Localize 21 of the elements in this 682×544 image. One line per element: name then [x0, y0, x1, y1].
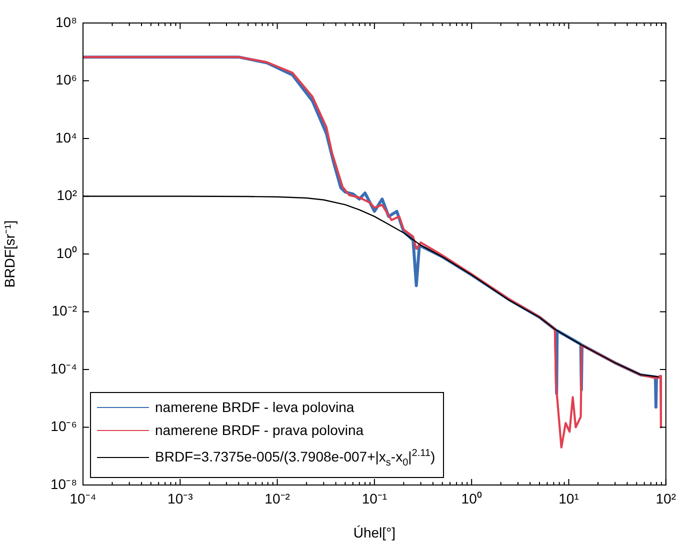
x-tick-label: 10¹	[558, 490, 580, 506]
legend-label: BRDF=3.7375e-005/(3.7908e-007+|x$_{s}$-x$_{0}$|$^{2.11}$)	[155, 446, 436, 470]
legend-label: namerene BRDF - prava polovina	[155, 420, 364, 440]
y-tick-label: 10⁻⁸	[50, 476, 78, 492]
y-tick-label: 10⁴	[55, 129, 77, 146]
legend-label: namerene BRDF - leva polovina	[155, 398, 354, 417]
x-tick-label: 10⁻⁴	[70, 490, 96, 506]
y-axis-title: BRDF[sr⁻¹]	[1, 220, 18, 288]
x-tick-label: 10⁰	[461, 490, 482, 506]
y-tick-label: 10⁻⁴	[50, 360, 77, 376]
y-tick-label: 10⁻²	[52, 302, 78, 319]
y-tick-label: 10⁶	[56, 72, 77, 88]
x-tick-label: 10⁻³	[168, 490, 194, 506]
y-tick-label: 10⁻⁶	[50, 418, 77, 434]
y-tick-label: 10⁸	[56, 14, 78, 30]
x-axis-title: Úhel[°]	[353, 524, 396, 540]
y-tick-label: 10⁰	[56, 244, 77, 261]
x-tick-label: 10²	[656, 490, 676, 506]
y-tick-label: 10²	[56, 187, 78, 204]
x-tick-label: 10⁻¹	[362, 490, 388, 506]
x-tick-label: 10⁻²	[264, 490, 290, 506]
